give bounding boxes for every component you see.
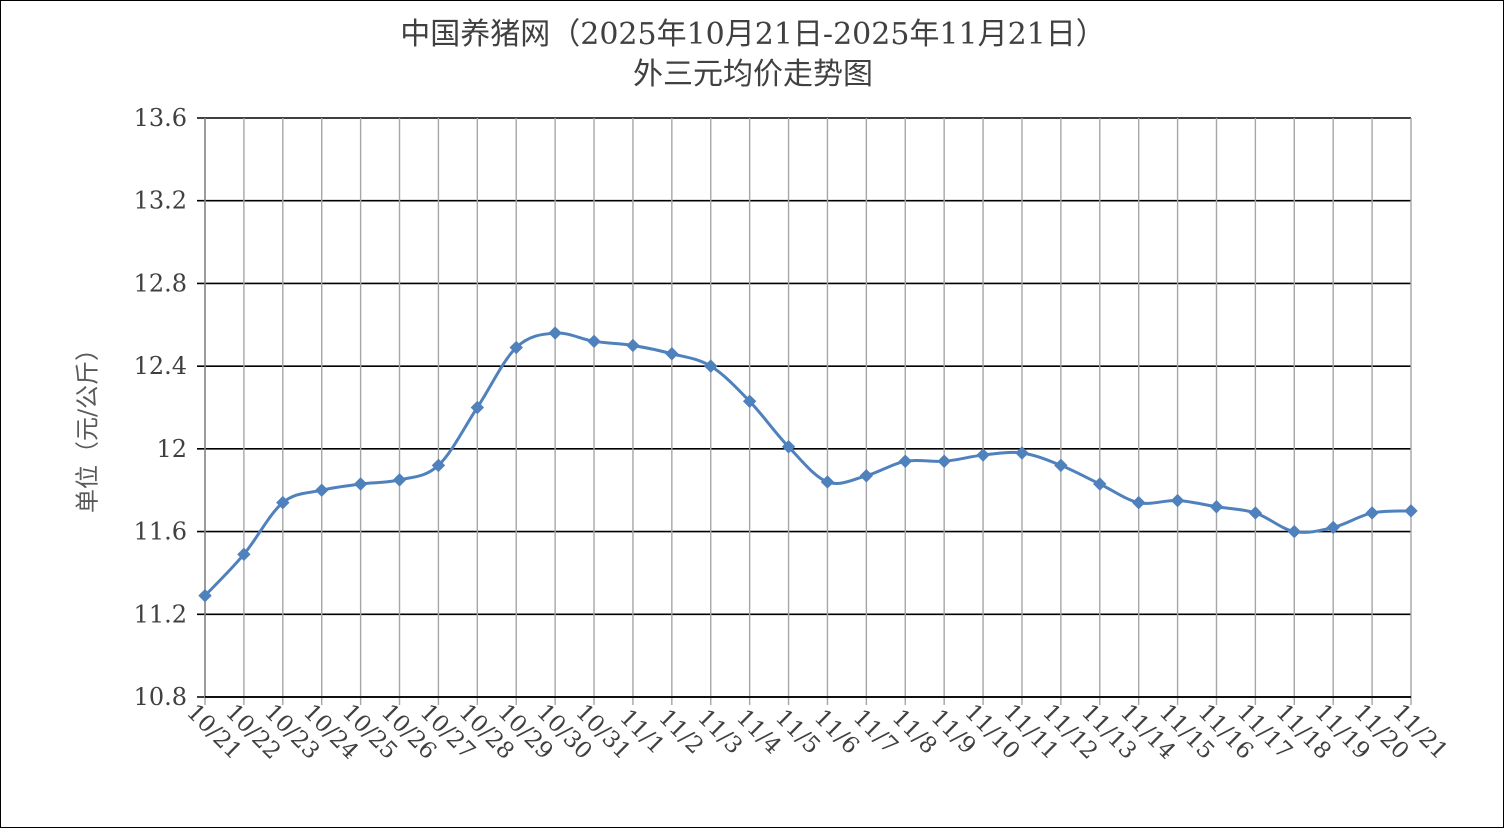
data-point (509, 340, 523, 355)
y-tick-label: 10.8 (134, 683, 187, 711)
data-point (1015, 446, 1029, 460)
data-point (859, 469, 874, 483)
data-point (976, 448, 990, 462)
data-point (820, 475, 835, 489)
data-point (1365, 506, 1379, 520)
vertical-gridlines (204, 118, 1412, 705)
data-point (315, 483, 329, 497)
data-point (937, 454, 951, 468)
data-point (548, 326, 562, 340)
data-point (898, 454, 912, 468)
y-tick-label: 13.6 (134, 104, 187, 132)
data-point (665, 347, 679, 361)
data-point (1248, 506, 1263, 520)
data-point (198, 588, 212, 603)
y-tick-label: 11.6 (134, 518, 187, 546)
data-point (470, 400, 485, 415)
data-point (704, 359, 718, 373)
series-layer (198, 326, 1418, 603)
data-point (237, 547, 251, 562)
data-point (1209, 500, 1224, 514)
axes (204, 118, 1411, 698)
chart-title: 中国养猪网（2025年10月21日-2025年11月21日） (400, 17, 1106, 52)
series-line (203, 331, 1413, 598)
data-point (392, 473, 407, 487)
y-tick-labels: 10.8 11.2 11.6 12 12.4 12.8 13.2 13.6 (134, 104, 187, 711)
horizontal-gridlines (197, 117, 1411, 698)
x-tick-labels: 10/2110/2210/2310/2410/2510/2610/2710/28… (181, 699, 1452, 764)
data-point (1054, 458, 1068, 473)
data-point (1093, 477, 1107, 491)
data-point (781, 440, 796, 454)
y-tick-label: 12.8 (134, 269, 187, 297)
y-tick-label: 13.2 (134, 187, 187, 215)
data-point (1131, 495, 1146, 510)
data-point (1404, 504, 1418, 518)
data-point (1170, 493, 1185, 508)
y-tick-label: 11.2 (134, 600, 187, 628)
y-tick-label: 12 (156, 435, 187, 463)
data-point (431, 458, 446, 473)
data-point (587, 334, 601, 349)
chart-subtitle: 外三元均价走势图 (633, 57, 873, 92)
data-point (276, 495, 290, 510)
data-point (742, 394, 757, 409)
data-point (353, 477, 368, 491)
data-point (1326, 520, 1340, 535)
data-point (626, 338, 640, 353)
y-tick-label: 12.4 (134, 352, 187, 380)
data-point (1287, 524, 1301, 539)
